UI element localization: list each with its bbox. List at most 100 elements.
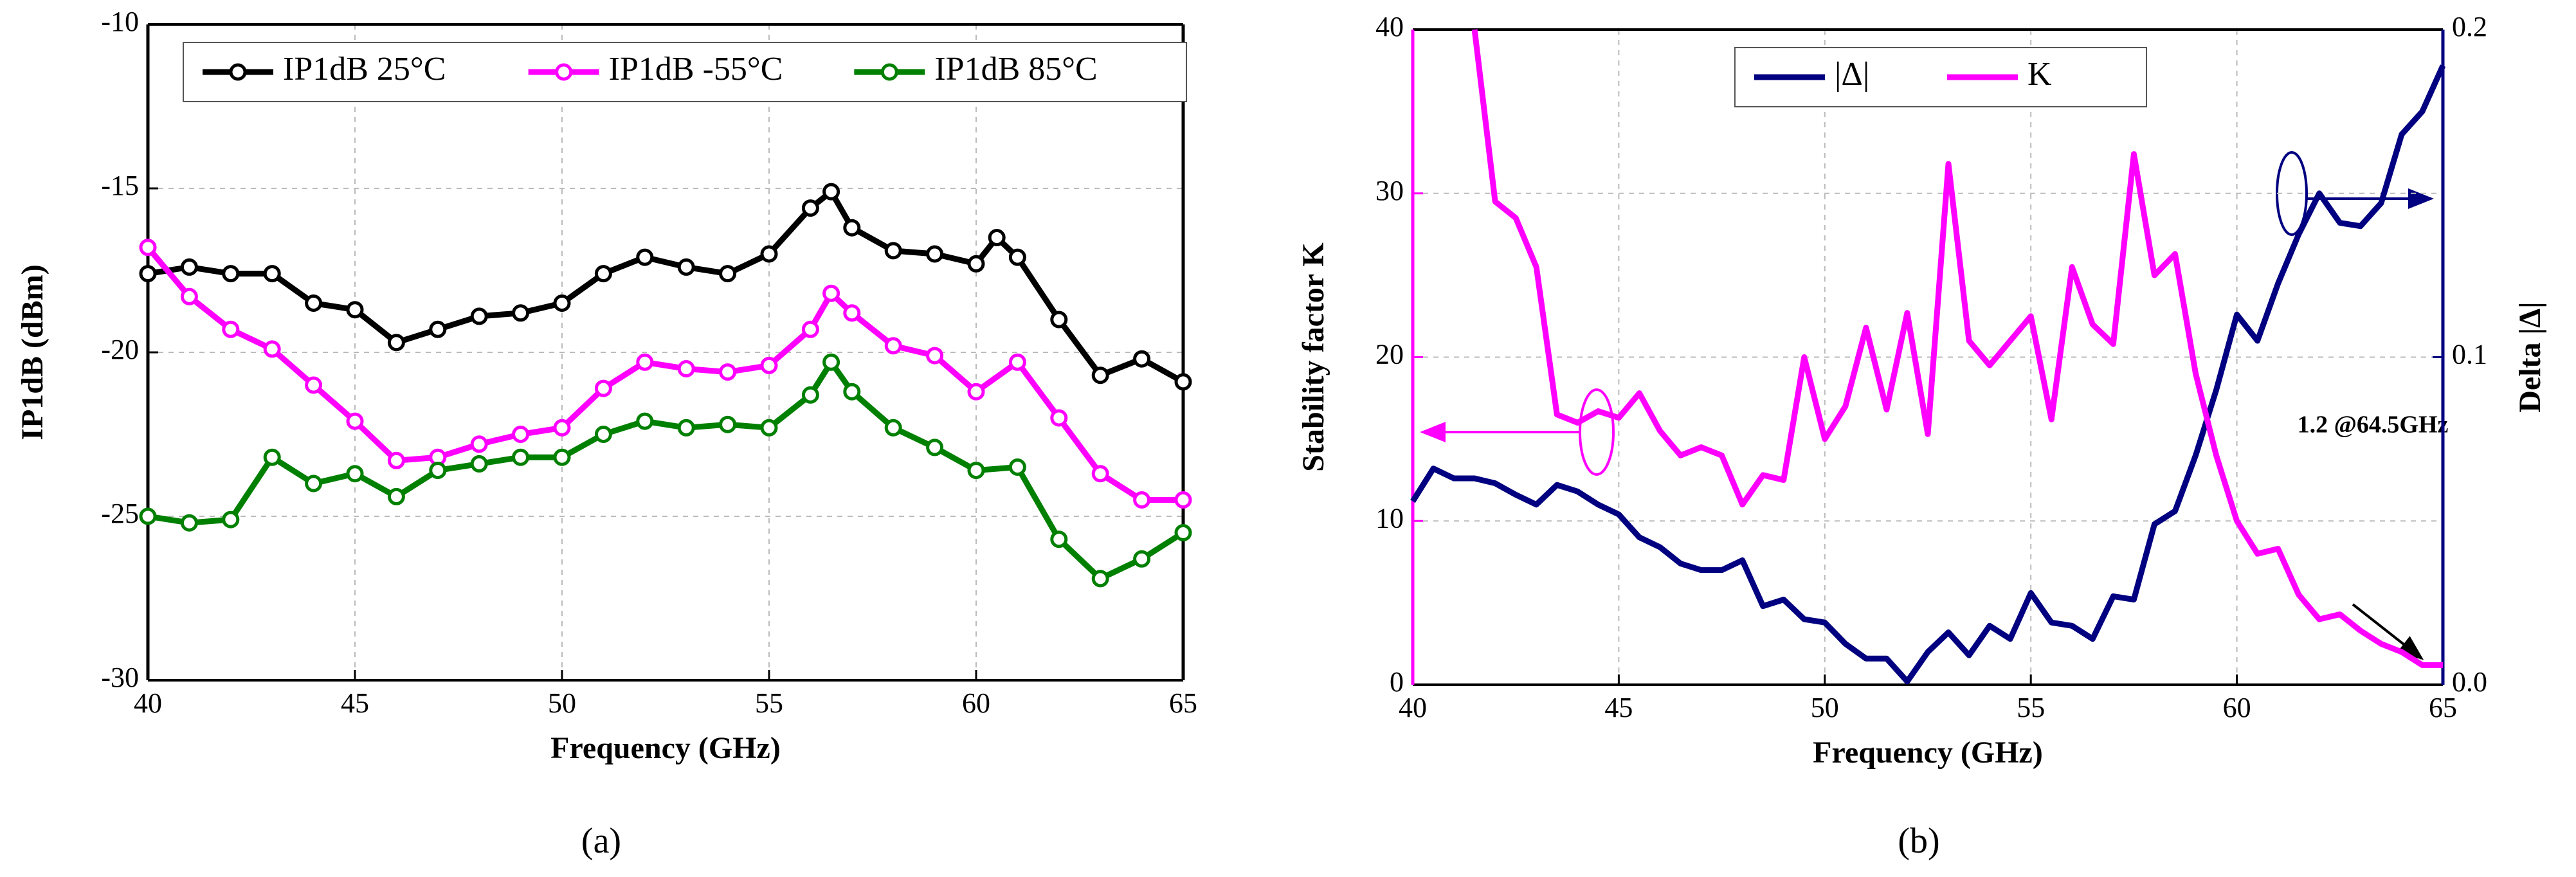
marker — [305, 376, 323, 394]
marker — [677, 258, 695, 276]
marker — [139, 239, 157, 257]
legend-label: IP1dB 85°C — [934, 51, 1097, 87]
marker — [1174, 524, 1192, 541]
legend-marker — [229, 63, 247, 81]
marker — [1008, 353, 1026, 371]
marker — [470, 455, 488, 473]
annotation-ellipse — [1579, 388, 1615, 476]
y-tick-label: 40 — [1375, 11, 1404, 42]
marker — [1133, 550, 1151, 568]
marker — [760, 356, 778, 374]
marker — [263, 265, 281, 283]
legend-marker — [555, 63, 573, 81]
marker — [822, 284, 840, 302]
marker — [387, 334, 405, 352]
marker — [677, 419, 695, 437]
marker — [801, 199, 819, 217]
y2-tick-label: 0.2 — [2452, 11, 2487, 42]
marker — [263, 340, 281, 358]
series-line — [1471, 29, 2443, 668]
marker — [429, 320, 447, 338]
x-tick-label: 65 — [1169, 687, 1197, 719]
series-line — [1410, 64, 2446, 685]
marker — [843, 383, 861, 401]
marker — [1008, 458, 1026, 476]
legend-label: IP1dB -55°C — [609, 51, 783, 87]
marker — [884, 419, 902, 437]
marker — [1050, 409, 1068, 427]
marker — [180, 258, 198, 276]
marker — [1174, 373, 1192, 391]
y-axis-label: IP1dB (dBm) — [15, 264, 50, 440]
marker — [594, 426, 612, 443]
marker — [926, 245, 944, 263]
annotation-arrow — [2352, 603, 2424, 660]
marker — [636, 353, 654, 371]
marker — [1050, 530, 1068, 548]
y-tick-label: -10 — [101, 6, 139, 37]
legend-label: K — [2027, 56, 2052, 93]
marker — [594, 265, 612, 283]
marker — [594, 379, 612, 397]
marker — [470, 307, 488, 325]
x-tick-label: 50 — [1811, 692, 1839, 723]
annotation: 1.2 @64.5GHz — [2298, 411, 2449, 438]
marker — [988, 229, 1006, 246]
marker — [512, 426, 530, 443]
marker — [222, 320, 240, 338]
y2-tick-label: 0.0 — [2452, 666, 2487, 698]
x-tick-label: 45 — [341, 687, 369, 719]
x-tick-label: 60 — [962, 687, 990, 719]
legend-box — [183, 42, 1187, 102]
marker — [719, 415, 737, 433]
x-tick-label: 55 — [2017, 692, 2045, 723]
marker — [139, 507, 157, 525]
marker — [801, 386, 819, 404]
marker — [222, 511, 240, 529]
marker — [553, 448, 571, 466]
caption: (a) — [581, 821, 621, 861]
marker — [843, 219, 861, 237]
marker — [967, 383, 985, 401]
marker — [719, 363, 737, 381]
marker — [387, 451, 405, 469]
x-tick-label: 60 — [2223, 692, 2251, 723]
marker — [263, 448, 281, 466]
marker — [822, 183, 840, 201]
y-tick-label: -15 — [101, 170, 139, 201]
marker — [512, 304, 530, 322]
x-axis-label: Frequency (GHz) — [550, 731, 781, 765]
marker — [346, 301, 364, 319]
marker — [636, 248, 654, 266]
legend-marker — [880, 63, 898, 81]
x-tick-label: 65 — [2429, 692, 2457, 723]
marker — [884, 242, 902, 260]
legend-label: |Δ| — [1835, 56, 1869, 93]
marker — [822, 353, 840, 371]
marker — [884, 337, 902, 355]
x-tick-label: 55 — [755, 687, 783, 719]
marker — [346, 465, 364, 483]
marker — [180, 514, 198, 532]
marker — [346, 412, 364, 430]
y-tick-label: -25 — [101, 498, 139, 529]
y2-axis-label: Delta |Δ| — [2513, 302, 2547, 413]
marker — [1091, 366, 1109, 384]
marker — [553, 294, 571, 312]
marker — [1050, 311, 1068, 329]
marker — [967, 255, 985, 273]
marker — [677, 360, 695, 377]
marker — [1133, 350, 1151, 368]
x-tick-label: 45 — [1604, 692, 1633, 723]
marker — [470, 435, 488, 453]
x-axis-label: Frequency (GHz) — [1813, 736, 2043, 770]
legend-label: IP1dB 25°C — [283, 51, 446, 87]
marker — [760, 245, 778, 263]
marker — [512, 448, 530, 466]
y-tick-label: -20 — [101, 334, 139, 365]
marker — [305, 475, 323, 493]
marker — [180, 287, 198, 305]
x-tick-label: 40 — [134, 687, 162, 719]
